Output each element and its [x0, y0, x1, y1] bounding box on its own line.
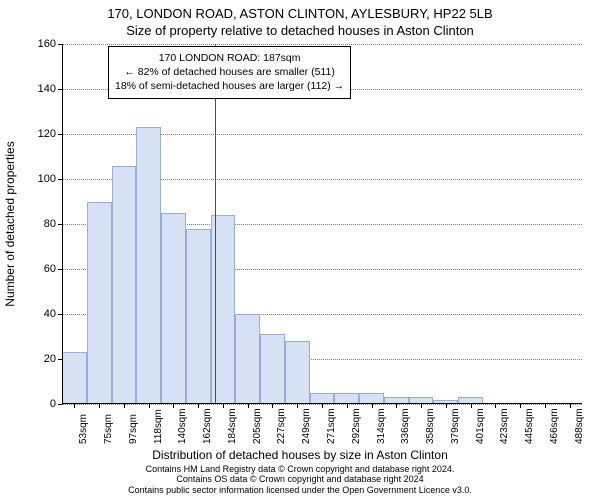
x-tick-label: 140sqm: [177, 408, 188, 444]
x-tick: [495, 404, 496, 408]
page-title-line1: 170, LONDON ROAD, ASTON CLINTON, AYLESBU…: [0, 6, 600, 21]
annotation-line2: ← 82% of detached houses are smaller (51…: [115, 65, 344, 79]
y-tick-label: 60: [16, 263, 56, 275]
x-tick-label: 271sqm: [326, 408, 337, 444]
x-tick-label: 97sqm: [128, 414, 139, 444]
y-tick-label: 140: [16, 83, 56, 95]
x-tick-label: 227sqm: [276, 408, 287, 444]
x-tick-label: 445sqm: [524, 408, 535, 444]
y-tick: [58, 89, 62, 90]
y-tick: [58, 134, 62, 135]
histogram-bar: [235, 314, 260, 404]
x-tick: [272, 404, 273, 408]
y-tick-label: 120: [16, 128, 56, 140]
x-axis-label: Distribution of detached houses by size …: [0, 448, 600, 462]
y-tick: [58, 224, 62, 225]
annotation-line3: 18% of semi-detached houses are larger (…: [115, 79, 344, 93]
y-tick-label: 80: [16, 218, 56, 230]
x-tick: [372, 404, 373, 408]
x-tick-label: 423sqm: [499, 408, 510, 444]
histogram-bar: [260, 334, 285, 404]
histogram-bar: [186, 229, 211, 405]
x-tick: [471, 404, 472, 408]
x-tick: [248, 404, 249, 408]
y-tick-label: 20: [16, 353, 56, 365]
x-tick-label: 358sqm: [425, 408, 436, 444]
x-tick: [99, 404, 100, 408]
y-tick: [58, 179, 62, 180]
x-tick-label: 184sqm: [227, 408, 238, 444]
y-axis: [62, 44, 63, 404]
x-tick: [520, 404, 521, 408]
x-tick: [198, 404, 199, 408]
histogram-bar: [136, 127, 161, 404]
footer-line1: Contains HM Land Registry data © Crown c…: [0, 464, 600, 475]
histogram-bar: [112, 166, 137, 405]
x-tick: [223, 404, 224, 408]
y-tick: [58, 404, 62, 405]
x-tick: [173, 404, 174, 408]
x-tick: [446, 404, 447, 408]
x-tick: [545, 404, 546, 408]
x-tick-label: 401sqm: [475, 408, 486, 444]
x-tick: [149, 404, 150, 408]
footer-line3: Contains public sector information licen…: [0, 485, 600, 496]
footer-line2: Contains OS data © Crown copyright and d…: [0, 474, 600, 485]
x-tick: [421, 404, 422, 408]
histogram-bar: [285, 341, 310, 404]
x-tick-label: 249sqm: [301, 408, 312, 444]
y-axis-label: Number of detached properties: [3, 141, 17, 306]
histogram-bar: [87, 202, 112, 405]
y-tick: [58, 44, 62, 45]
annotation-box: 170 LONDON ROAD: 187sqm← 82% of detached…: [108, 46, 351, 99]
footer-attribution: Contains HM Land Registry data © Crown c…: [0, 464, 600, 496]
gridline: [62, 44, 582, 45]
x-tick: [322, 404, 323, 408]
histogram-bar: [161, 213, 186, 404]
y-tick-label: 160: [16, 38, 56, 50]
histogram-bar: [62, 352, 87, 404]
x-tick: [570, 404, 571, 408]
y-tick-label: 40: [16, 308, 56, 320]
x-tick: [347, 404, 348, 408]
y-tick: [58, 314, 62, 315]
x-tick-label: 53sqm: [78, 414, 89, 444]
x-tick: [124, 404, 125, 408]
x-tick: [396, 404, 397, 408]
x-tick-label: 466sqm: [549, 408, 560, 444]
y-tick-label: 100: [16, 173, 56, 185]
y-tick-label: 0: [16, 398, 56, 410]
y-tick: [58, 359, 62, 360]
x-tick-label: 205sqm: [252, 408, 263, 444]
x-tick-label: 162sqm: [202, 408, 213, 444]
x-tick-label: 336sqm: [400, 408, 411, 444]
page-title-line2: Size of property relative to detached ho…: [0, 23, 600, 38]
x-tick-label: 292sqm: [351, 408, 362, 444]
x-tick-label: 75sqm: [103, 414, 114, 444]
x-tick: [297, 404, 298, 408]
x-tick-label: 314sqm: [376, 408, 387, 444]
x-tick-label: 379sqm: [450, 408, 461, 444]
y-tick: [58, 269, 62, 270]
x-tick-label: 118sqm: [153, 409, 164, 444]
annotation-line1: 170 LONDON ROAD: 187sqm: [115, 51, 344, 65]
x-tick-label: 488sqm: [574, 408, 585, 444]
x-tick: [74, 404, 75, 408]
